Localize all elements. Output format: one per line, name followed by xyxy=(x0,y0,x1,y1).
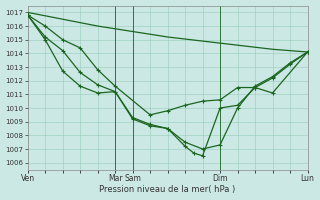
X-axis label: Pression niveau de la mer( hPa ): Pression niveau de la mer( hPa ) xyxy=(100,185,236,194)
